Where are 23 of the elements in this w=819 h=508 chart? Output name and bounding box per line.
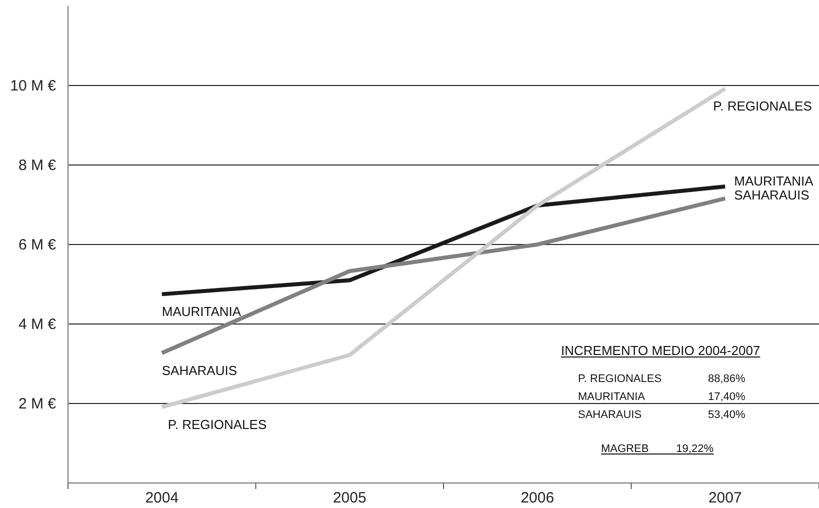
x-tick-label: 2006 xyxy=(520,490,554,507)
text: P. REGIONALES xyxy=(168,417,267,432)
y-tick-label: 10 M € xyxy=(10,77,57,94)
text: MAGREB 19,22% xyxy=(601,443,714,455)
x-tick-label: 2007 xyxy=(708,490,742,507)
y-tick-label: 8 M € xyxy=(18,156,57,174)
series-label: MAURITANIA xyxy=(734,173,814,188)
series-label: P. REGIONALES xyxy=(713,98,812,114)
annotation: MAURITANIA xyxy=(578,391,646,403)
annotation: 88,86% xyxy=(708,373,746,385)
text: SAHARAUIS xyxy=(162,363,238,378)
annotation: SAHARAUIS xyxy=(578,409,642,421)
annotation: P. REGIONALES xyxy=(578,373,662,385)
series-label: SAHARAUIS xyxy=(734,187,810,202)
y-tick-label: 4 M € xyxy=(18,316,57,333)
y-tick-label: 2 M € xyxy=(18,395,57,412)
annotation: INCREMENTO MEDIO 2004-2007 xyxy=(561,343,760,358)
annotation: 53,40% xyxy=(708,409,746,421)
x-tick-label: 2005 xyxy=(332,490,366,507)
text: MAURITANIA xyxy=(162,304,242,320)
x-tick-label: 2004 xyxy=(145,490,179,507)
y-tick-label: 6 M € xyxy=(18,236,57,254)
annotation: 17,40% xyxy=(708,391,746,403)
